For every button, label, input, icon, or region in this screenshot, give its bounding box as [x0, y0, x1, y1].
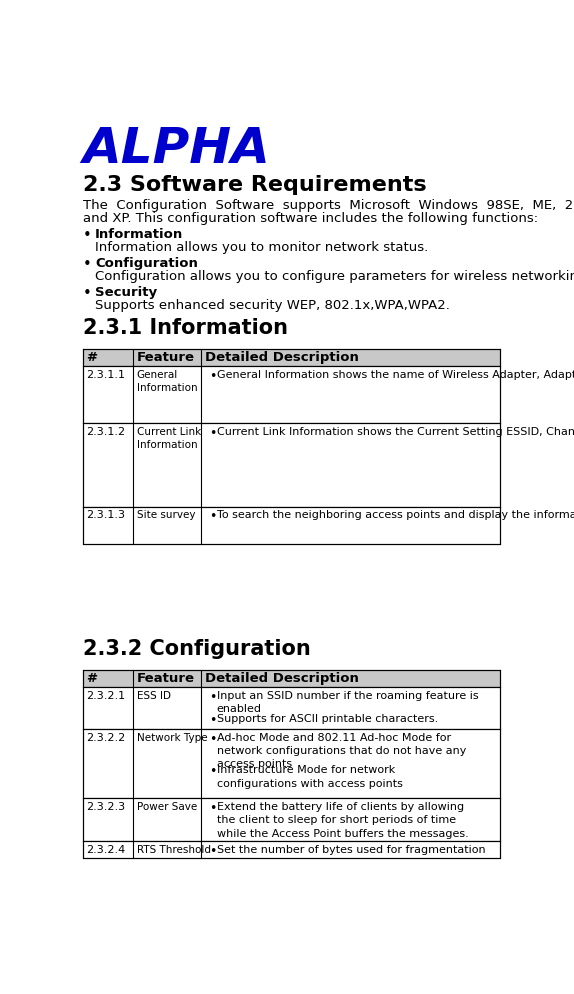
Bar [83, 670, 499, 687]
Text: •: • [209, 802, 216, 815]
Text: 2.3.2.1: 2.3.2.1 [87, 691, 126, 701]
Text: Infrastructure Mode for network
configurations with access points: Infrastructure Mode for network configur… [216, 765, 402, 788]
Bar [83, 366, 499, 423]
Bar [83, 841, 499, 858]
Text: Information allows you to monitor network status.: Information allows you to monitor networ… [95, 241, 428, 253]
Text: •: • [209, 714, 216, 727]
Text: Feature: Feature [137, 672, 195, 685]
Text: •: • [209, 511, 216, 524]
Text: To search the neighboring access points and display the information of all acces: To search the neighboring access points … [216, 511, 574, 521]
Bar [83, 349, 499, 366]
Text: Set the number of bytes used for fragmentation: Set the number of bytes used for fragmen… [216, 845, 485, 855]
Text: •: • [209, 845, 216, 858]
Text: Network Type: Network Type [137, 733, 207, 743]
Text: 2.3.2.4: 2.3.2.4 [87, 845, 126, 855]
Text: 2.3.1.2: 2.3.1.2 [87, 427, 126, 437]
Bar [83, 687, 499, 730]
Text: 2.3 Software Requirements: 2.3 Software Requirements [83, 175, 426, 195]
Text: ESS ID: ESS ID [137, 691, 171, 701]
Text: Configuration allows you to configure parameters for wireless networking.: Configuration allows you to configure pa… [95, 270, 574, 283]
Text: Current Link
Information: Current Link Information [137, 427, 201, 450]
Text: •: • [209, 765, 216, 778]
Text: #: # [87, 351, 98, 364]
Text: •: • [209, 370, 216, 383]
Text: •: • [209, 427, 216, 440]
Text: Detailed Description: Detailed Description [205, 351, 359, 364]
Text: General
Information: General Information [137, 370, 197, 393]
Text: Supports for ASCII printable characters.: Supports for ASCII printable characters. [216, 714, 438, 724]
Bar [83, 798, 499, 841]
Text: Current Link Information shows the Current Setting ESSID, Channel Number, Associ: Current Link Information shows the Curre… [216, 427, 574, 437]
Text: Feature: Feature [137, 351, 195, 364]
Text: 2.3.1.1: 2.3.1.1 [87, 370, 126, 380]
Text: The  Configuration  Software  supports  Microsoft  Windows  98SE,  ME,  2000,: The Configuration Software supports Micr… [83, 199, 574, 212]
Text: •: • [209, 691, 216, 704]
Text: 2.3.1.3: 2.3.1.3 [87, 511, 126, 521]
Text: •: • [83, 286, 91, 301]
Text: RTS Threshold: RTS Threshold [137, 845, 211, 855]
Text: Ad-hoc Mode and 802.11 Ad-hoc Mode for
network configurations that do not have a: Ad-hoc Mode and 802.11 Ad-hoc Mode for n… [216, 733, 466, 769]
Text: •: • [83, 257, 91, 272]
Text: Supports enhanced security WEP, 802.1x,WPA,WPA2.: Supports enhanced security WEP, 802.1x,W… [95, 299, 450, 312]
Text: Security: Security [95, 286, 157, 299]
Text: 2.3.2.3: 2.3.2.3 [87, 802, 126, 812]
Text: ALPHA: ALPHA [83, 125, 270, 173]
Text: Detailed Description: Detailed Description [205, 672, 359, 685]
Text: and XP. This configuration software includes the following functions:: and XP. This configuration software incl… [83, 212, 538, 225]
Text: General Information shows the name of Wireless Adapter, Adapter MAC Address, Reg: General Information shows the name of Wi… [216, 370, 574, 380]
Text: Information: Information [95, 228, 183, 241]
Text: •: • [209, 733, 216, 746]
Text: Power Save: Power Save [137, 802, 197, 812]
Text: Site survey: Site survey [137, 511, 195, 521]
Text: #: # [87, 672, 98, 685]
Text: Extend the battery life of clients by allowing
the client to sleep for short per: Extend the battery life of clients by al… [216, 802, 468, 839]
Bar [83, 507, 499, 544]
Bar [83, 423, 499, 507]
Text: Configuration: Configuration [95, 257, 198, 270]
Text: 2.3.1 Information: 2.3.1 Information [83, 318, 288, 338]
Bar [83, 730, 499, 798]
Text: •: • [83, 228, 91, 243]
Text: Input an SSID number if the roaming feature is
enabled: Input an SSID number if the roaming feat… [216, 691, 478, 714]
Text: 2.3.2.2: 2.3.2.2 [87, 733, 126, 743]
Text: 2.3.2 Configuration: 2.3.2 Configuration [83, 639, 311, 659]
